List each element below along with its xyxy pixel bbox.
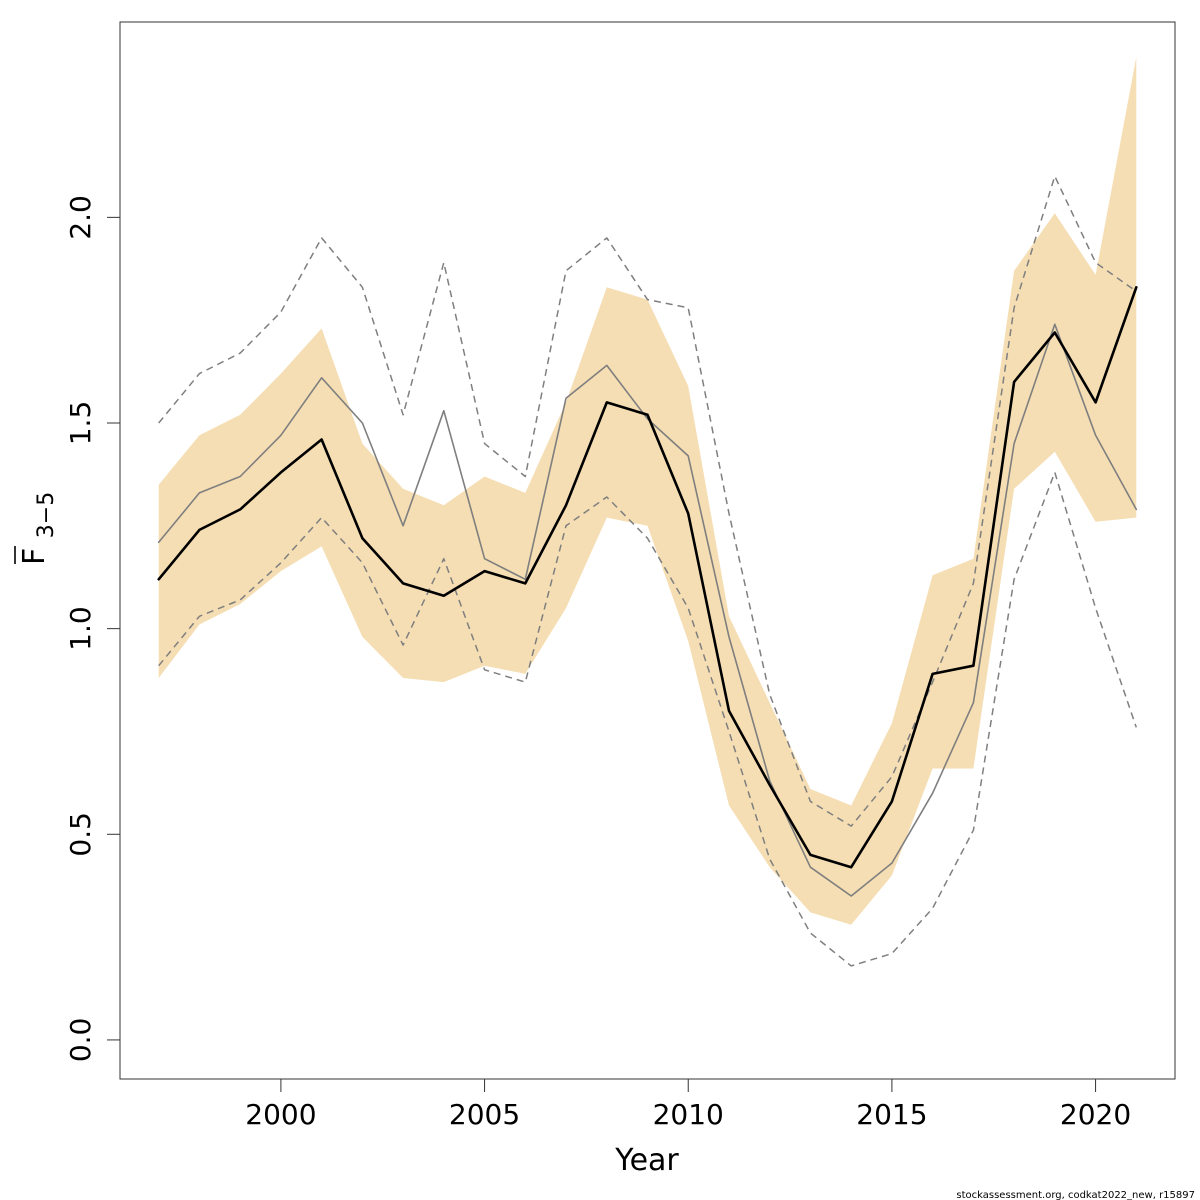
y-axis-title: F 3−5 [14, 492, 59, 565]
y-tick-label: 0.5 [64, 812, 97, 857]
x-axis: 2000 2005 2010 2015 2020 [245, 1078, 1131, 1131]
comparison-lower-dashed-line [158, 471, 1138, 967]
x-axis-title: Year [614, 1143, 679, 1178]
x-tick-label: 2010 [653, 1098, 724, 1131]
x-tick-label: 2015 [856, 1098, 927, 1131]
x-tick-label: 2020 [1060, 1098, 1131, 1131]
svg-text:F 3−5: F 3−5 [17, 492, 59, 565]
y-tick-label: 1.0 [64, 606, 97, 651]
comparison-estimate-line [157, 323, 1138, 897]
series-layer [157, 175, 1138, 967]
y-tick-label: 1.5 [64, 401, 97, 446]
confidence-band-layer [158, 57, 1137, 925]
x-tick-label: 2005 [449, 1098, 520, 1131]
y-tick-label: 2.0 [64, 195, 97, 240]
x-tick-label: 2000 [245, 1098, 316, 1131]
y-tick-label: 0.0 [64, 1018, 97, 1063]
comparison-upper-dashed-line [158, 175, 1137, 827]
y-axis-title-main: F [17, 548, 52, 565]
footer-caption: stockassessment.org, codkat2022_new, r15… [956, 1190, 1195, 1200]
estimate-line [157, 285, 1138, 869]
y-axis: 0.0 0.5 1.0 1.5 2.0 [64, 195, 121, 1063]
y-axis-title-subscript: 3−5 [34, 492, 59, 538]
confidence-band [158, 57, 1137, 925]
